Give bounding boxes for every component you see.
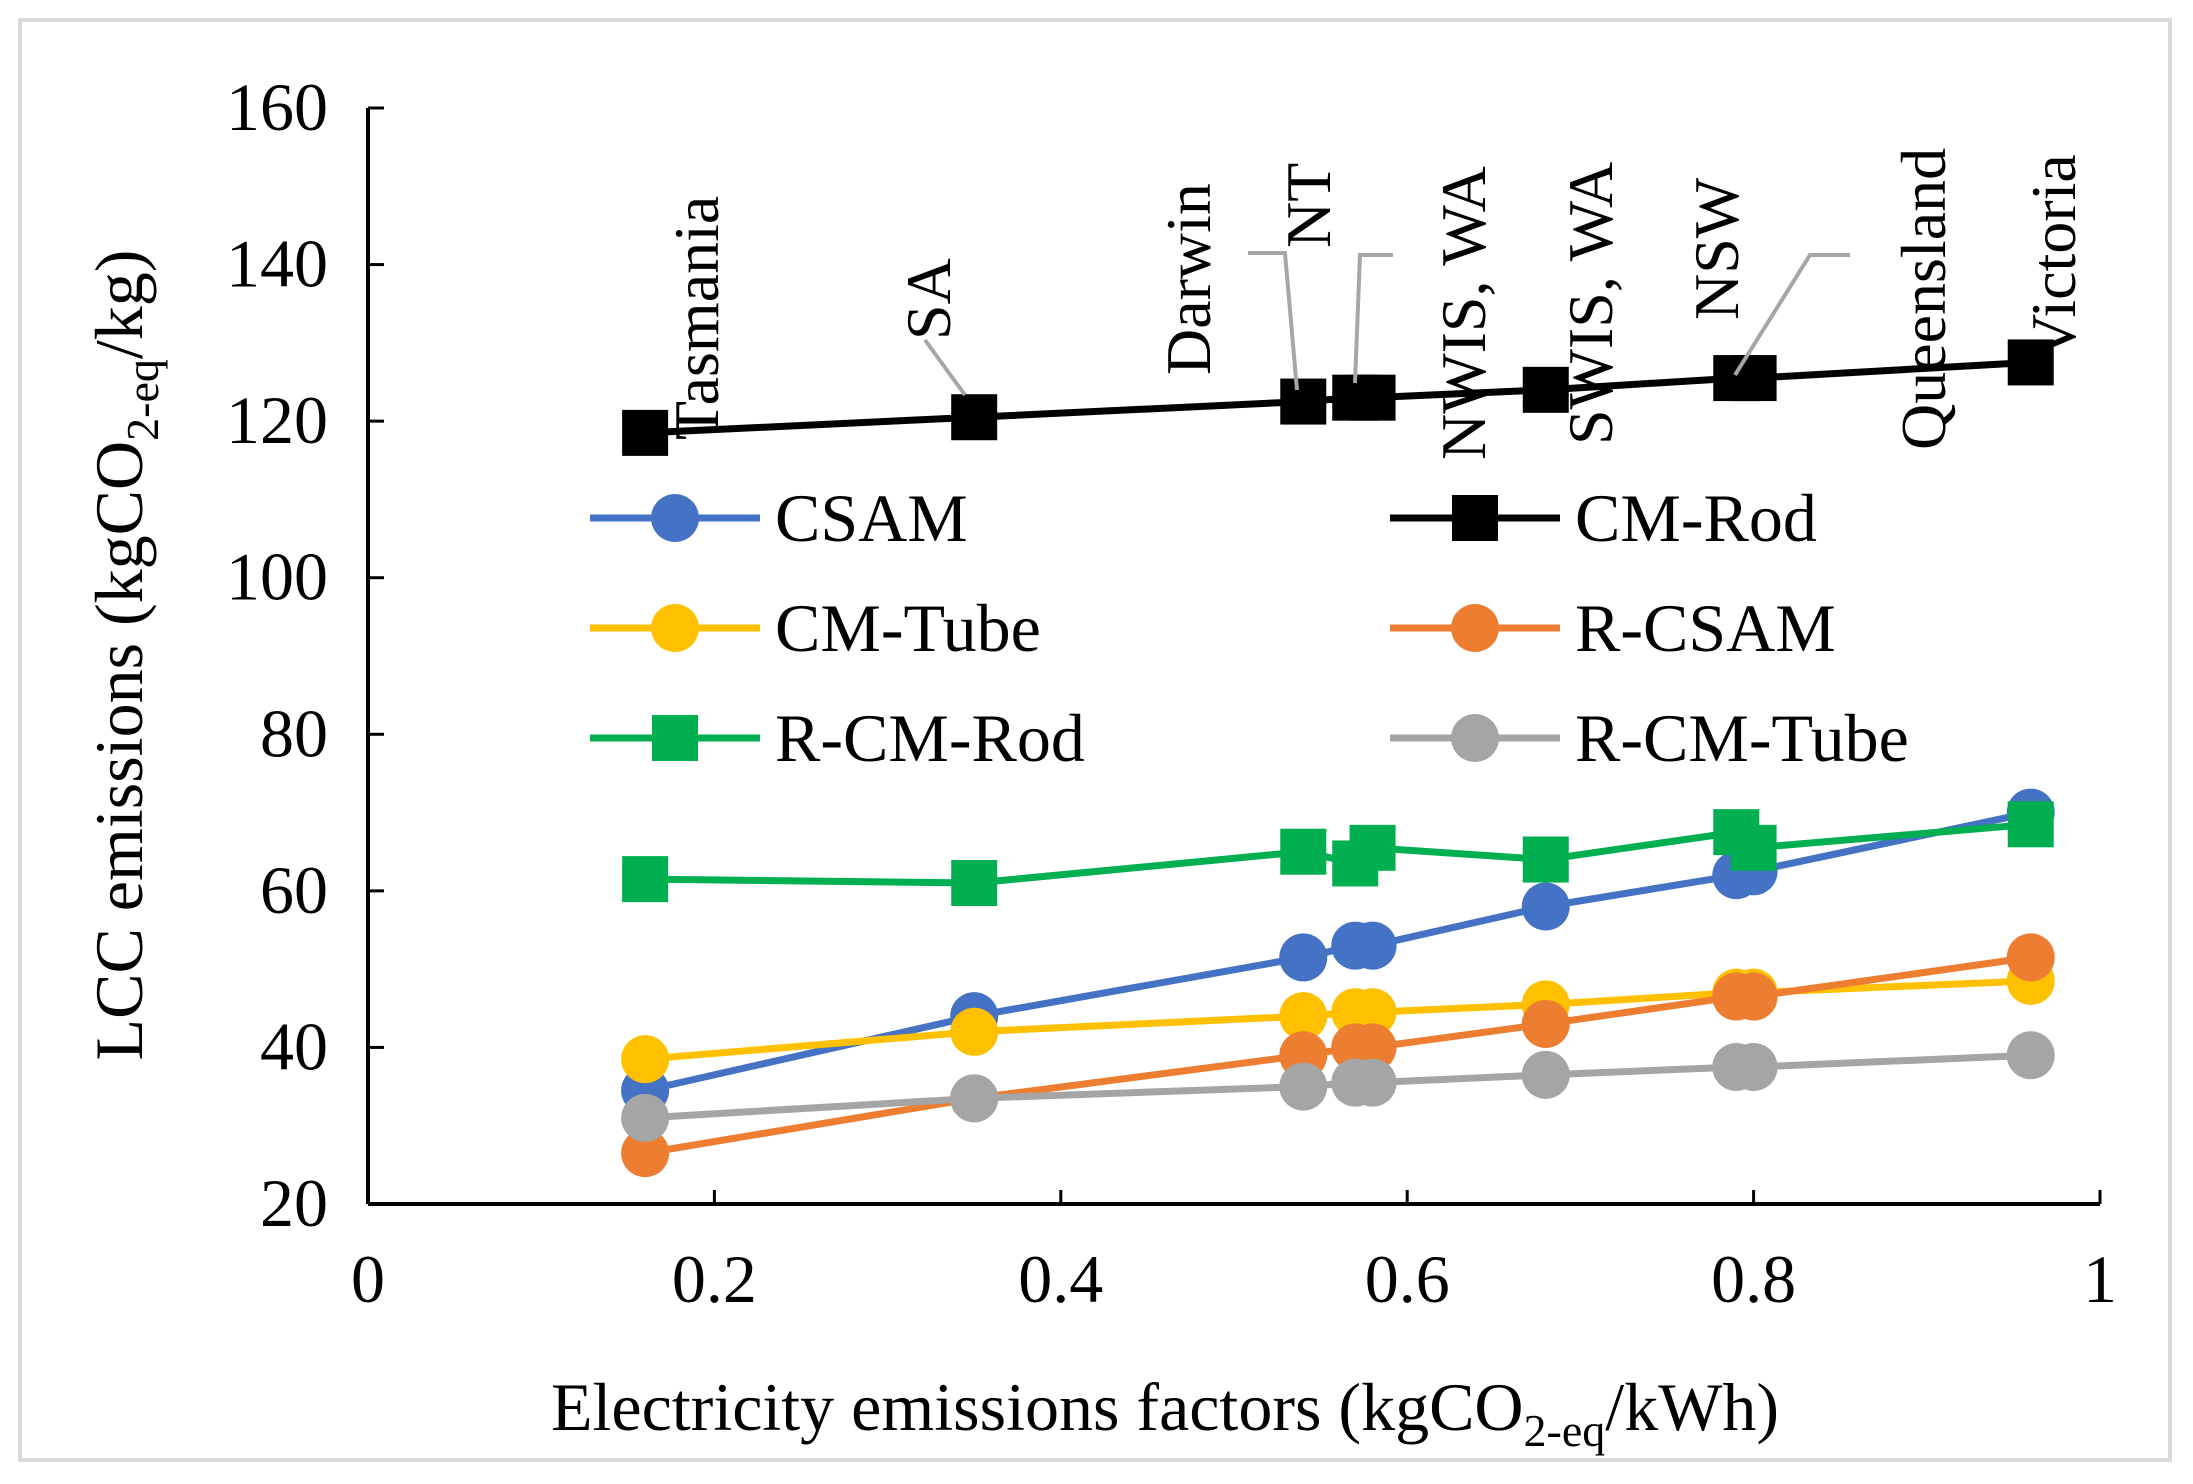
figure-border	[18, 18, 2172, 1462]
data-point-r-cm-rod	[951, 860, 998, 907]
data-point-r-cm-rod	[1522, 836, 1569, 883]
data-point-cm-rod	[1280, 378, 1327, 425]
legend-item-r-cm-rod: R-CM-Rod	[590, 700, 1085, 776]
y-tick-label: 140	[226, 226, 328, 302]
data-point-r-cm-tube	[2006, 1031, 2055, 1080]
data-point-cm-rod	[1730, 355, 1777, 402]
x-axis-title: Electricity emissions factors (kgCO2-eq/…	[551, 1369, 1779, 1456]
y-tick-label: 120	[226, 382, 328, 458]
series-r-cm-rod	[622, 801, 2054, 907]
data-point-cm-rod	[2007, 339, 2054, 386]
data-point-cm-rod	[1522, 366, 1569, 413]
legend-label: R-CM-Rod	[775, 700, 1085, 776]
x-tick-label: 0.2	[672, 1241, 757, 1317]
data-point-r-cm-tube	[1729, 1043, 1778, 1091]
legend: CSAM CM-Rod CM-Tube R-CSAM R-CM-Rod R-CM-Tube	[590, 480, 1909, 776]
legend-swatch-marker	[1451, 714, 1499, 762]
legend-item-cm-tube: CM-Tube	[590, 590, 1041, 666]
legend-swatch-marker	[1452, 495, 1498, 541]
y-tick-label: 20	[260, 1165, 328, 1241]
legend-swatch-marker	[1451, 604, 1499, 652]
data-point-cm-tube	[950, 1007, 999, 1056]
legend-item-csam: CSAM	[590, 480, 968, 556]
data-point-r-cm-rod	[1280, 828, 1327, 875]
data-point-cm-tube	[621, 1035, 670, 1084]
region-label-sa: SA	[893, 258, 964, 340]
y-tick-label: 80	[260, 695, 328, 771]
series-r-cm-tube	[621, 1031, 2055, 1142]
legend-item-cm-rod: CM-Rod	[1390, 480, 1817, 556]
x-tick-label: 1	[2083, 1241, 2117, 1317]
y-axis-title: LCC emissions (kgCO2-eq/kg)	[81, 250, 168, 1061]
region-label-nwis-wa: NWIS, WA	[1428, 166, 1499, 460]
legend-item-r-cm-tube: R-CM-Tube	[1390, 700, 1909, 776]
leader-line	[1353, 253, 1393, 384]
data-point-cm-tube	[1279, 992, 1328, 1041]
data-point-r-cm-rod	[2007, 801, 2054, 848]
data-point-csam	[1279, 933, 1328, 982]
x-tick-label: 0.8	[1711, 1241, 1796, 1317]
legend-label: CM-Rod	[1575, 480, 1817, 556]
x-tick-label: 0.6	[1365, 1241, 1450, 1317]
data-point-r-csam	[1521, 999, 1570, 1048]
data-point-r-csam	[621, 1129, 670, 1178]
data-point-r-cm-tube	[950, 1074, 999, 1123]
x-tick-label: 0.4	[1018, 1241, 1103, 1317]
x-tick-label: 0	[351, 1241, 385, 1317]
legend-label: R-CSAM	[1575, 590, 1836, 666]
legend-swatch-marker	[651, 494, 699, 542]
y-tick-label: 40	[260, 1008, 328, 1084]
legend-label: CSAM	[775, 480, 968, 556]
region-label-nt: NT	[1273, 163, 1344, 248]
legend-label: R-CM-Tube	[1575, 700, 1909, 776]
legend-item-r-csam: R-CSAM	[1390, 590, 1836, 666]
data-point-cm-rod	[622, 409, 669, 456]
y-tick-label: 60	[260, 852, 328, 928]
data-point-cm-rod	[951, 394, 998, 441]
data-point-cm-rod	[1349, 374, 1396, 421]
region-label-tasmania: Tasmania	[661, 196, 732, 440]
leader-line	[1248, 251, 1299, 391]
leader-line	[1733, 253, 1850, 377]
data-point-csam	[1521, 882, 1570, 931]
leader-line	[923, 338, 967, 397]
region-label-swis-wa: SWIS, WA	[1555, 162, 1626, 445]
data-point-r-cm-rod	[622, 856, 669, 903]
region-label-queensland: Queensland	[1888, 148, 1959, 450]
data-point-r-cm-rod	[1349, 824, 1396, 871]
region-labels: Tasmania SA Darwin NT NWIS, WA SWIS, WA NSW Que…	[661, 148, 2089, 460]
y-tick-label: 100	[226, 539, 328, 615]
data-point-r-csam	[2006, 933, 2055, 982]
legend-swatch-marker	[651, 604, 699, 652]
legend-label: CM-Tube	[775, 590, 1041, 666]
data-point-r-cm-tube	[1521, 1050, 1570, 1099]
region-label-nsw: NSW	[1681, 177, 1752, 320]
y-tick-label: 160	[226, 69, 328, 145]
region-label-victoria: Victoria	[2018, 154, 2089, 360]
plot-area	[621, 339, 2055, 1178]
data-point-r-csam	[1729, 972, 1778, 1021]
data-point-csam	[1348, 921, 1397, 970]
data-point-r-cm-tube	[621, 1093, 670, 1142]
legend-swatch-marker	[652, 715, 698, 761]
data-point-r-cm-rod	[1730, 824, 1777, 871]
series-cm-rod	[622, 339, 2054, 456]
region-label-darwin: Darwin	[1153, 183, 1224, 375]
data-point-r-cm-tube	[1279, 1062, 1328, 1111]
data-point-r-cm-tube	[1348, 1058, 1397, 1107]
